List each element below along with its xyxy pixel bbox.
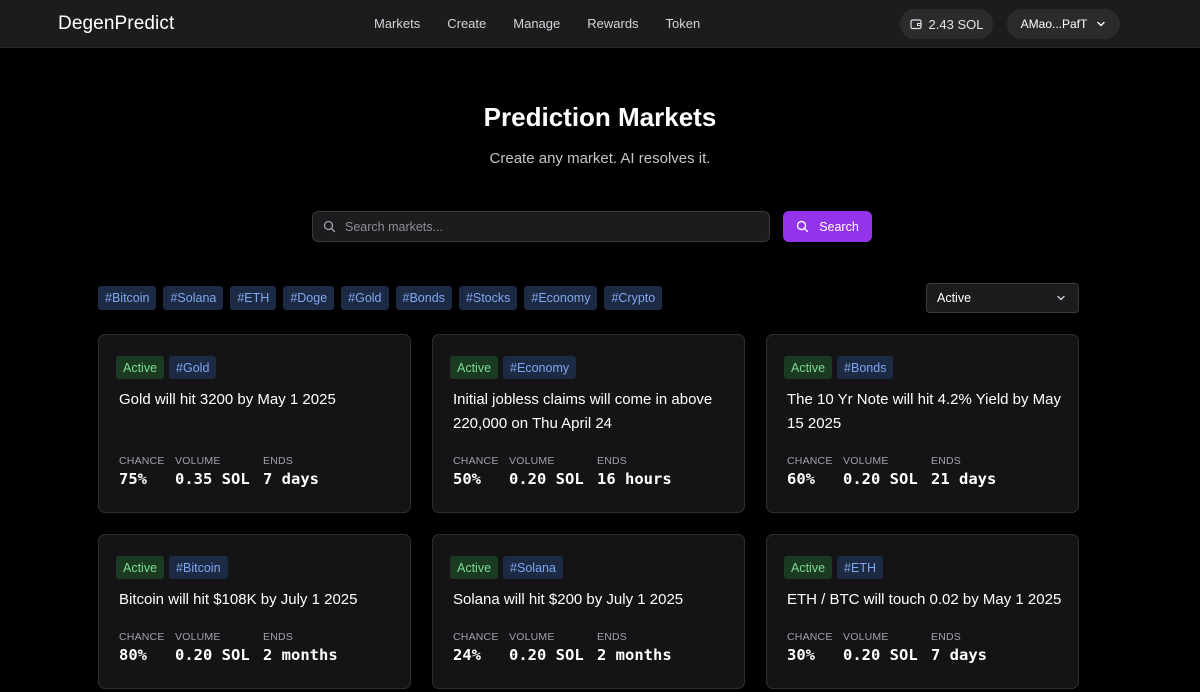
ends-label: ENDS: [597, 631, 627, 643]
chance-label: CHANCE: [453, 631, 499, 643]
status-badge: Active: [450, 356, 499, 379]
tag-eth[interactable]: #ETH: [230, 286, 277, 310]
market-title[interactable]: Gold will hit 3200 by May 1 2025: [119, 391, 336, 408]
top-navbar: DegenPredict Markets Create Manage Rewar…: [0, 0, 1200, 48]
search-icon: [796, 220, 809, 233]
market-title[interactable]: Initial jobless claims will come in abov…: [453, 391, 713, 432]
status-filter-select[interactable]: Active: [926, 283, 1079, 313]
chevron-down-icon: [1097, 21, 1106, 27]
category-badge[interactable]: #Bitcoin: [169, 556, 228, 579]
chevron-down-icon: [1057, 295, 1065, 301]
category-badge[interactable]: #Gold: [169, 356, 217, 379]
ends-value: 2 months: [263, 646, 338, 664]
main-nav: Markets Create Manage Rewards Token: [374, 16, 727, 31]
volume-label: VOLUME: [843, 631, 889, 643]
category-badge[interactable]: #Solana: [503, 556, 563, 579]
nav-manage[interactable]: Manage: [513, 16, 561, 31]
ends-value: 16 hours: [597, 470, 672, 488]
search-button[interactable]: Search: [783, 211, 872, 242]
volume-label: VOLUME: [175, 631, 221, 643]
tag-filter-list: #Bitcoin #Solana #ETH #Doge #Gold #Bonds…: [98, 286, 669, 310]
status-badge: Active: [784, 356, 833, 379]
account-address: AMao...PafT: [1020, 17, 1088, 31]
ends-label: ENDS: [597, 455, 627, 467]
search-input[interactable]: [345, 219, 745, 234]
chance-label: CHANCE: [787, 631, 833, 643]
volume-value: 0.20 SOL: [509, 470, 584, 488]
ends-label: ENDS: [931, 631, 961, 643]
nav-rewards[interactable]: Rewards: [587, 16, 639, 31]
volume-label: VOLUME: [509, 631, 555, 643]
category-badge[interactable]: #Bonds: [837, 356, 894, 379]
category-badge[interactable]: #ETH: [837, 556, 883, 579]
chance-value: 75%: [119, 470, 147, 488]
status-badge: Active: [116, 556, 165, 579]
tag-crypto[interactable]: #Crypto: [604, 286, 663, 310]
status-badge: Active: [784, 556, 833, 579]
volume-value: 0.20 SOL: [843, 646, 918, 664]
tag-bitcoin[interactable]: #Bitcoin: [98, 286, 157, 310]
ends-value: 2 months: [597, 646, 672, 664]
tag-gold[interactable]: #Gold: [341, 286, 389, 310]
chance-value: 30%: [787, 646, 815, 664]
search-box: [312, 211, 770, 242]
brand-logo[interactable]: DegenPredict: [58, 13, 175, 34]
market-title[interactable]: Bitcoin will hit $108K by July 1 2025: [119, 591, 358, 608]
chance-label: CHANCE: [119, 631, 165, 643]
tag-economy[interactable]: #Economy: [524, 286, 598, 310]
market-card[interactable]: Active #ETH ETH / BTC will touch 0.02 by…: [766, 534, 1079, 689]
tag-solana[interactable]: #Solana: [163, 286, 224, 310]
volume-value: 0.35 SOL: [175, 470, 250, 488]
category-badge[interactable]: #Economy: [503, 356, 577, 379]
market-card[interactable]: Active #Economy Initial jobless claims w…: [432, 334, 745, 513]
wallet-balance: 2.43 SOL: [928, 16, 984, 32]
market-card[interactable]: Active #Gold Gold will hit 3200 by May 1…: [98, 334, 411, 513]
market-card[interactable]: Active #Bitcoin Bitcoin will hit $108K b…: [98, 534, 411, 689]
volume-label: VOLUME: [509, 455, 555, 467]
chance-label: CHANCE: [453, 455, 499, 467]
chance-value: 60%: [787, 470, 815, 488]
ends-value: 21 days: [931, 470, 997, 488]
nav-token[interactable]: Token: [665, 16, 701, 31]
volume-value: 0.20 SOL: [175, 646, 250, 664]
nav-markets[interactable]: Markets: [374, 16, 421, 31]
page-subtitle: Create any market. AI resolves it.: [489, 150, 711, 167]
ends-value: 7 days: [263, 470, 319, 488]
search-icon: [323, 220, 336, 233]
tag-stocks[interactable]: #Stocks: [458, 286, 518, 310]
wallet-icon: [909, 19, 922, 30]
status-filter-value: Active: [937, 291, 972, 305]
ends-value: 7 days: [931, 646, 987, 664]
page-title: Prediction Markets: [483, 102, 717, 132]
volume-label: VOLUME: [175, 455, 221, 467]
ends-label: ENDS: [263, 455, 293, 467]
chance-value: 24%: [453, 646, 481, 664]
tag-bonds[interactable]: #Bonds: [395, 286, 452, 310]
market-title[interactable]: The 10 Yr Note will hit 4.2% Yield by Ma…: [787, 391, 1062, 432]
search-button-label: Search: [819, 219, 859, 234]
market-title[interactable]: ETH / BTC will touch 0.02 by May 1 2025: [787, 591, 1062, 608]
chance-value: 80%: [119, 646, 147, 664]
account-button[interactable]: AMao...PafT: [1007, 9, 1120, 39]
volume-value: 0.20 SOL: [509, 646, 584, 664]
chance-label: CHANCE: [119, 455, 165, 467]
market-card[interactable]: Active #Solana Solana will hit $200 by J…: [432, 534, 745, 689]
chance-label: CHANCE: [787, 455, 833, 467]
status-badge: Active: [450, 556, 499, 579]
status-badge: Active: [116, 356, 165, 379]
volume-label: VOLUME: [843, 455, 889, 467]
ends-label: ENDS: [263, 631, 293, 643]
volume-value: 0.20 SOL: [843, 470, 918, 488]
market-title[interactable]: Solana will hit $200 by July 1 2025: [453, 591, 684, 608]
tag-doge[interactable]: #Doge: [283, 286, 335, 310]
wallet-balance-button[interactable]: 2.43 SOL: [900, 9, 993, 39]
nav-create[interactable]: Create: [447, 16, 487, 31]
ends-label: ENDS: [931, 455, 961, 467]
chance-value: 50%: [453, 470, 481, 488]
market-card[interactable]: Active #Bonds The 10 Yr Note will hit 4.…: [766, 334, 1079, 513]
